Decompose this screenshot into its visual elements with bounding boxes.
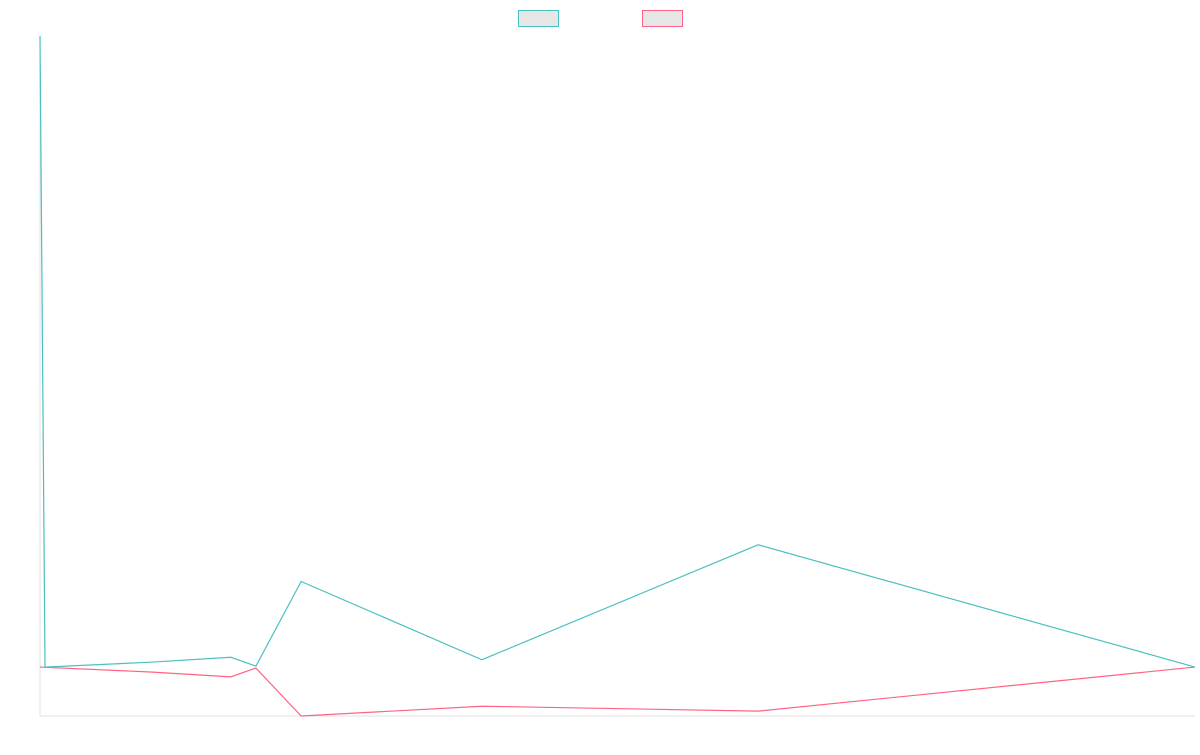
series-layer	[39, 35, 1196, 717]
series-2-line	[39, 666, 1196, 717]
legend-swatch-1[interactable]	[518, 10, 559, 27]
axes	[39, 36, 1195, 717]
legend[interactable]	[518, 10, 683, 27]
series-1-line	[39, 35, 1196, 668]
legend-swatch-2[interactable]	[642, 10, 683, 27]
